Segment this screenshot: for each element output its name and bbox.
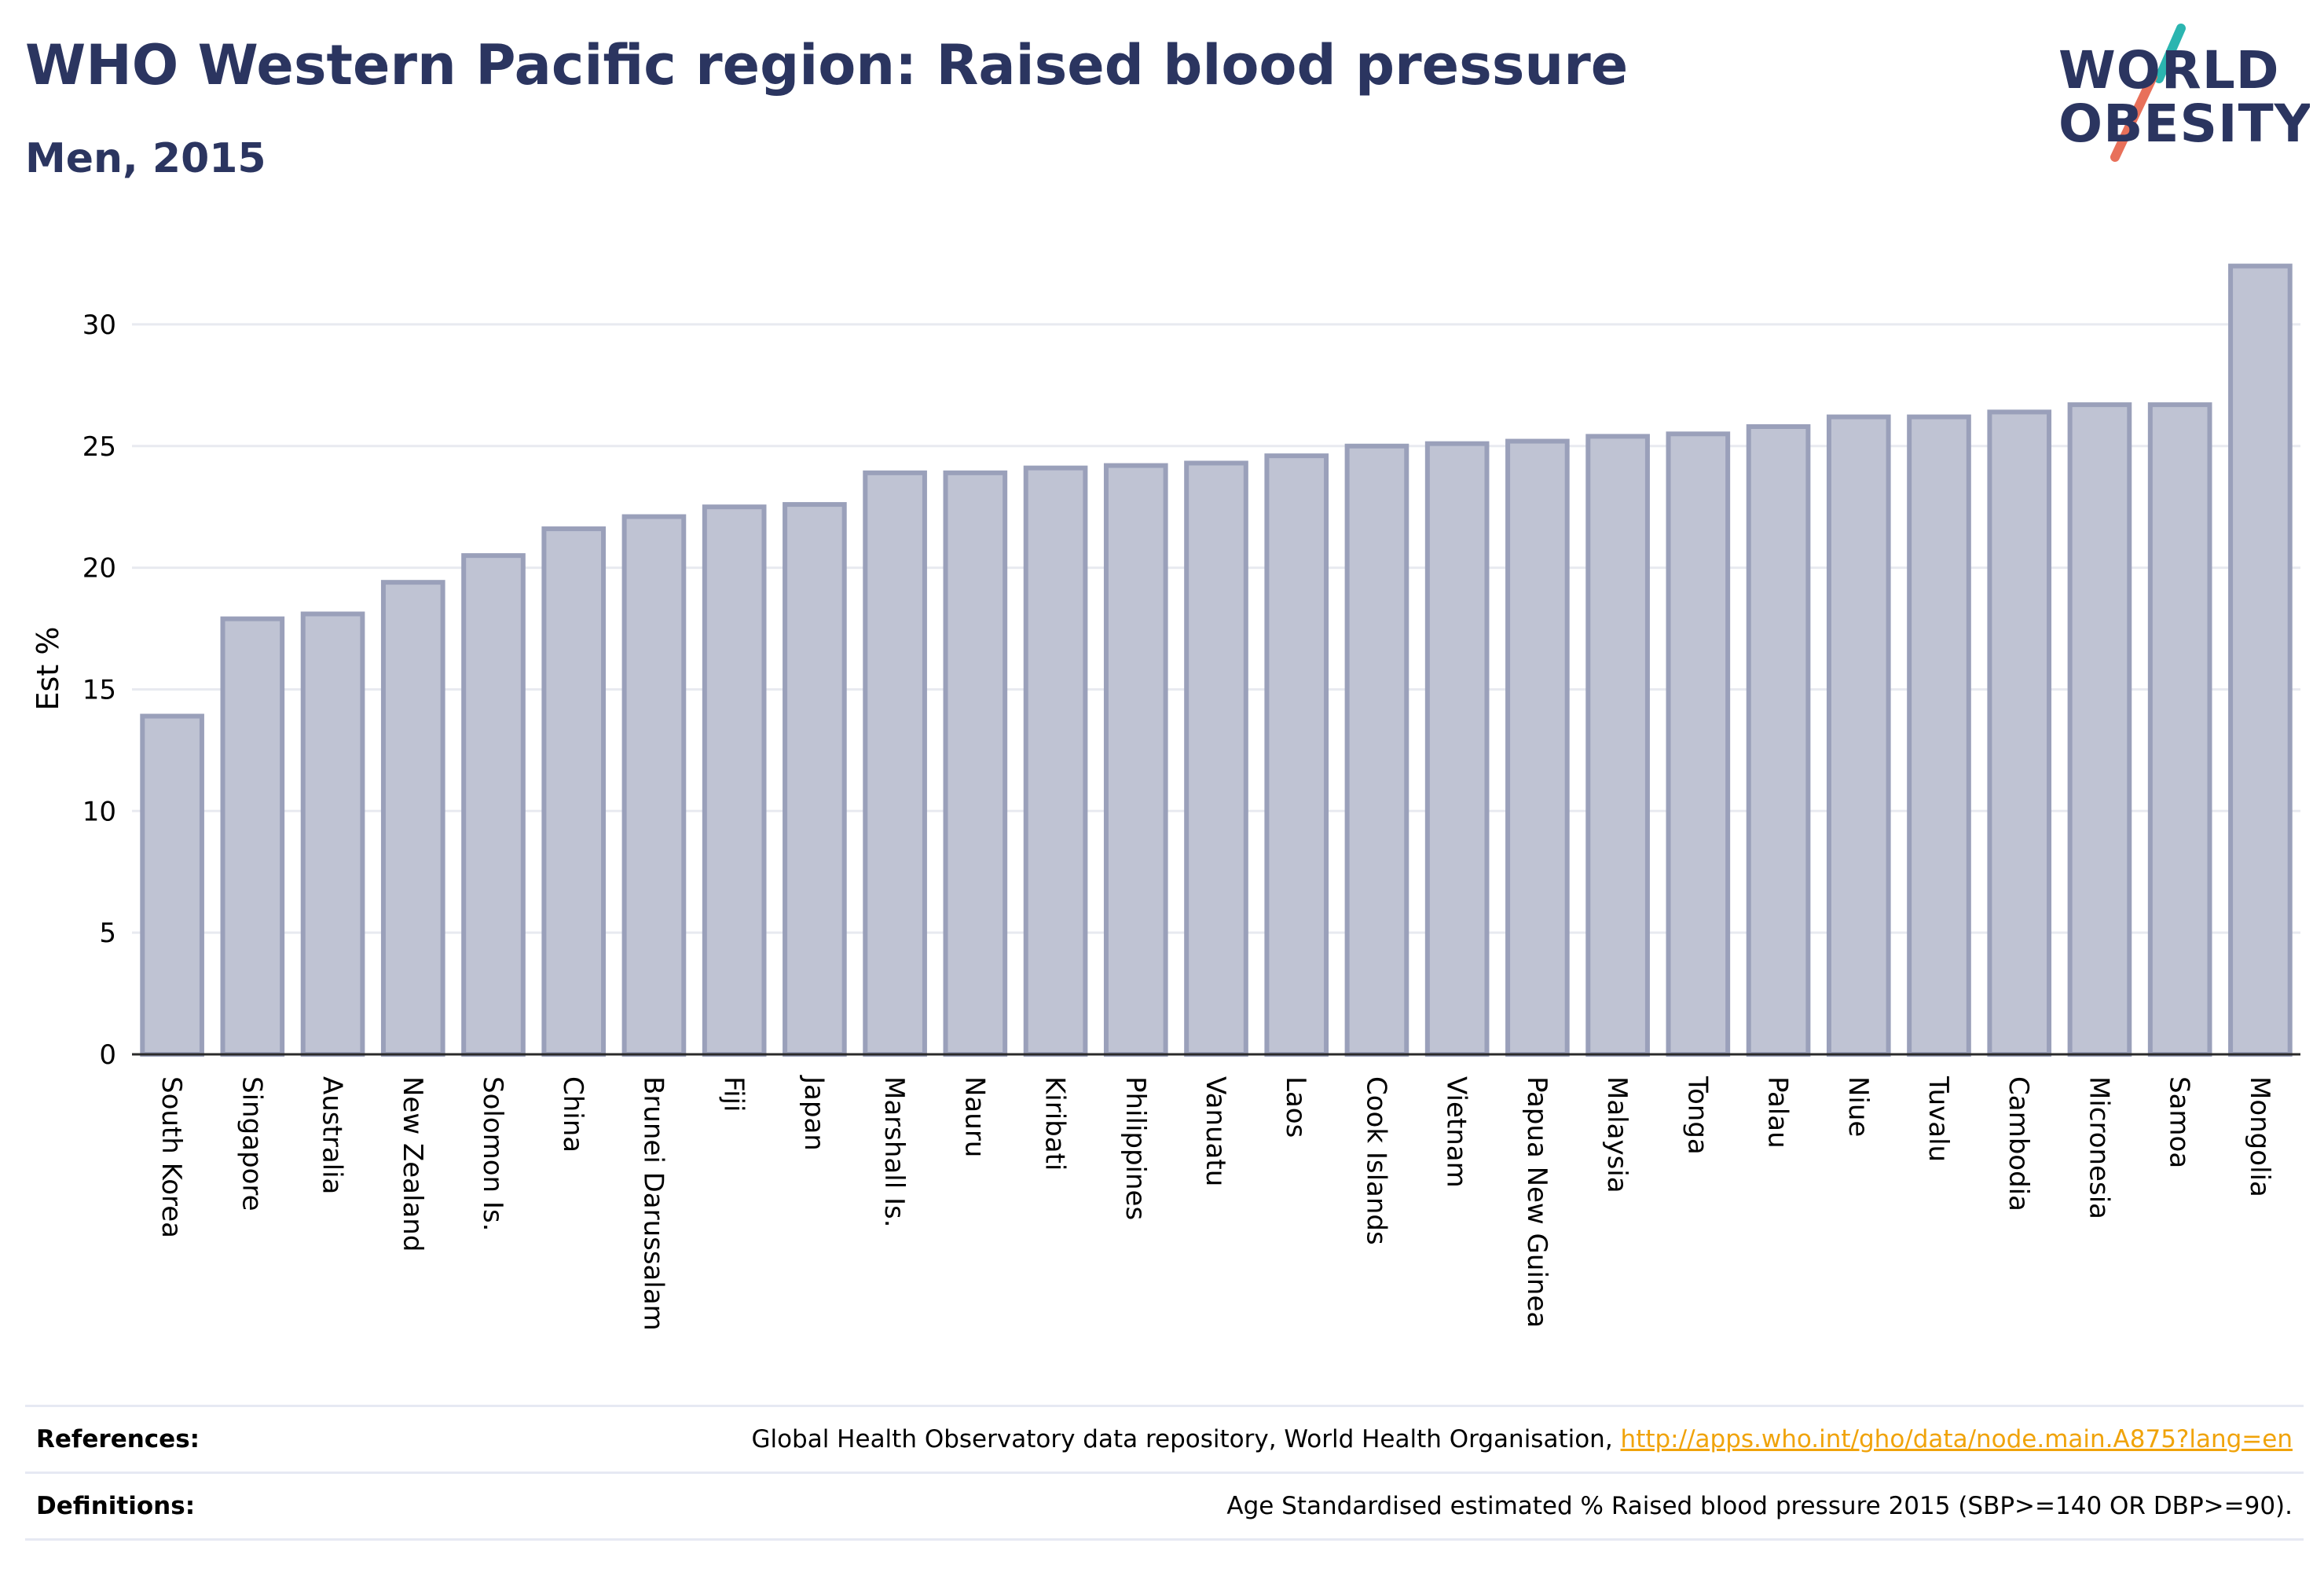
bar[interactable] bbox=[2228, 263, 2293, 1057]
label-layer: 0 5 10 15 20 25 30 South Korea Singapore Australi… bbox=[31, 310, 2275, 1331]
references-value: Global Health Observatory data repositor… bbox=[751, 1425, 2293, 1453]
x-tick-label: Cambodia bbox=[2003, 1076, 2034, 1211]
bar[interactable] bbox=[1987, 409, 2052, 1057]
x-tick-label: Palau bbox=[1762, 1076, 1794, 1149]
x-tick-label: Vietnam bbox=[1441, 1076, 1472, 1188]
bar[interactable] bbox=[1184, 460, 1248, 1057]
x-tick-label: Kiribati bbox=[1039, 1076, 1071, 1171]
definitions-label: Definitions: bbox=[36, 1492, 196, 1520]
x-tick-label: Tuvalu bbox=[1923, 1076, 1954, 1162]
x-tick-label: Niue bbox=[1842, 1076, 1874, 1137]
chart-subtitle: Men, 2015 bbox=[25, 135, 266, 182]
x-tick-label: Japan bbox=[798, 1075, 830, 1151]
x-tick-label: South Korea bbox=[156, 1076, 187, 1238]
x-tick-label: Papua New Guinea bbox=[1521, 1076, 1552, 1328]
x-tick-label: Vanuatu bbox=[1200, 1076, 1231, 1186]
bar[interactable] bbox=[1424, 441, 1490, 1057]
bar[interactable] bbox=[541, 526, 607, 1057]
bar[interactable] bbox=[783, 502, 847, 1057]
references-link[interactable]: http://apps.who.int/gho/data/node.main.A… bbox=[1620, 1425, 2293, 1453]
bar[interactable] bbox=[140, 713, 204, 1057]
definitions-text: Age Standardised estimated % Raised bloo… bbox=[1226, 1492, 2293, 1520]
references-row: References: Global Health Observatory da… bbox=[25, 1405, 2304, 1472]
y-axis-label: Est % bbox=[31, 627, 65, 711]
x-tick-label: Tonga bbox=[1681, 1076, 1713, 1155]
y-tick-label: 25 bbox=[82, 431, 116, 463]
world-obesity-logo: WORLD OBESITY bbox=[2058, 24, 2310, 162]
bar[interactable] bbox=[1505, 438, 1570, 1057]
y-tick-label: 20 bbox=[82, 553, 116, 585]
x-tick-label: Nauru bbox=[959, 1076, 990, 1157]
logo-line2: OBESITY bbox=[2058, 93, 2310, 154]
footer-table: References: Global Health Observatory da… bbox=[25, 1405, 2304, 1541]
x-tick-label: Fiji bbox=[718, 1076, 750, 1112]
y-tick-label: 5 bbox=[99, 918, 116, 949]
bar[interactable] bbox=[1344, 443, 1409, 1057]
x-tick-label: Brunei Darussalam bbox=[637, 1076, 669, 1331]
bar[interactable] bbox=[863, 470, 927, 1057]
bar[interactable] bbox=[702, 504, 767, 1057]
x-tick-label: China bbox=[557, 1076, 588, 1153]
bar[interactable] bbox=[1907, 414, 1971, 1057]
x-tick-label: Samoa bbox=[2164, 1076, 2195, 1168]
bar-layer bbox=[140, 263, 2293, 1057]
bar[interactable] bbox=[943, 470, 1008, 1057]
y-tick-label: 10 bbox=[82, 796, 116, 827]
y-tick-label: 0 bbox=[99, 1039, 116, 1071]
definitions-row: Definitions: Age Standardised estimated … bbox=[25, 1472, 2304, 1541]
bar[interactable] bbox=[1103, 463, 1168, 1057]
x-tick-label: Mongolia bbox=[2244, 1076, 2275, 1197]
y-tick-label: 15 bbox=[82, 674, 116, 706]
x-tick-label: Laos bbox=[1280, 1076, 1311, 1138]
logo-coral-slash bbox=[2110, 72, 2157, 162]
bar[interactable] bbox=[1264, 453, 1329, 1057]
x-tick-label: Solomon Is. bbox=[477, 1076, 508, 1231]
bar[interactable] bbox=[1585, 434, 1650, 1057]
bar[interactable] bbox=[461, 553, 526, 1057]
bar[interactable] bbox=[300, 611, 365, 1057]
x-tick-label: Malaysia bbox=[1601, 1076, 1633, 1193]
bar[interactable] bbox=[2147, 402, 2212, 1057]
bar-chart: 0 5 10 15 20 25 30 South Korea Singapore Australi… bbox=[31, 263, 2300, 1331]
x-tick-label: Cook Islands bbox=[1360, 1076, 1391, 1245]
logo-line1: WORLD bbox=[2058, 40, 2280, 101]
x-tick-label: Micronesia bbox=[2083, 1076, 2114, 1219]
bar[interactable] bbox=[1826, 414, 1891, 1057]
x-tick-label: Singapore bbox=[236, 1076, 267, 1211]
bar[interactable] bbox=[2067, 402, 2132, 1057]
bar[interactable] bbox=[1666, 431, 1731, 1057]
bar[interactable] bbox=[380, 580, 445, 1057]
y-tick-label: 30 bbox=[82, 310, 116, 341]
references-label: References: bbox=[36, 1425, 200, 1453]
x-tick-label: Marshall Is. bbox=[878, 1076, 910, 1228]
bar[interactable] bbox=[1023, 465, 1088, 1057]
logo-teal-slash bbox=[2154, 24, 2186, 83]
x-tick-label: Australia bbox=[317, 1076, 348, 1194]
references-text: Global Health Observatory data repositor… bbox=[751, 1425, 1621, 1453]
bar[interactable] bbox=[1746, 423, 1811, 1057]
bar[interactable] bbox=[220, 616, 285, 1057]
chart-title: WHO Western Pacific region: Raised blood… bbox=[25, 33, 1629, 97]
x-tick-label: Philippines bbox=[1120, 1076, 1151, 1220]
x-tick-label: New Zealand bbox=[397, 1076, 428, 1252]
bar[interactable] bbox=[621, 514, 687, 1057]
